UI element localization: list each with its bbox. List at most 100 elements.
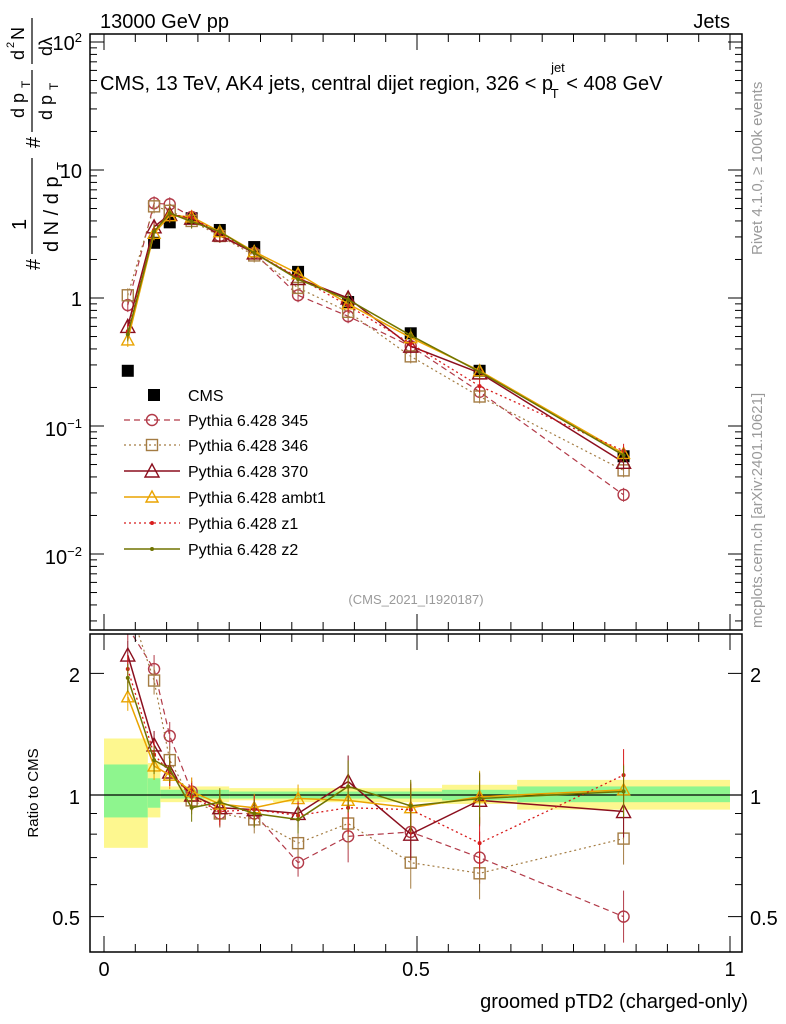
ratio-point-z2 [217, 800, 222, 805]
legend-item-cms: CMS [148, 388, 224, 405]
ratio-point-z1 [477, 841, 482, 846]
title-subscript: T [551, 86, 559, 101]
data-point-z2 [189, 219, 194, 224]
ratio-series-z1 [125, 655, 626, 870]
ratio-y-tick-labels-right: 2 1 0.5 [750, 665, 778, 930]
header-left: 13000 GeV pp [100, 11, 229, 33]
x-tick-0: 0 [98, 959, 109, 981]
ratio-point-z2 [125, 675, 130, 680]
svg-text:2: 2 [5, 42, 17, 48]
data-point-p370 [615, 453, 632, 470]
side-url-label: mcplots.cern.ch [arXiv:2401.10621] [749, 393, 766, 628]
ratio-y-tick-labels-left: 2 1 0.5 [52, 665, 80, 930]
main-panel: 10−2 10−1 1 10 102 (CMS_2021_I1920187) C… [45, 30, 743, 631]
side-rivet-label: Rivet 4.1.0, ≥ 100k events [749, 82, 766, 255]
legend-item-z2: Pythia 6.428 z2 [124, 542, 298, 559]
legend-item-z1: Pythia 6.428 z1 [124, 516, 298, 533]
data-point-ambt1 [120, 332, 135, 346]
svg-text:1: 1 [9, 219, 31, 230]
svg-text:T: T [54, 162, 69, 170]
svg-text:#: # [23, 136, 45, 148]
main-frame [89, 33, 743, 631]
svg-text:d N / d p: d N / d p [41, 176, 63, 252]
uncertainty-band-inner [147, 778, 161, 808]
ratio-series-p345 [122, 622, 630, 943]
data-point-z2 [217, 229, 222, 234]
ratio-series-p370 [119, 641, 632, 861]
title-superscript: jet [550, 60, 565, 75]
main-series-p370 [119, 205, 632, 470]
ratio-point-z2 [152, 758, 157, 763]
ratio-point-ambt1 [120, 689, 135, 703]
ratio-y-tick-2-right: 2 [750, 665, 761, 687]
cms-point [121, 364, 134, 377]
ratio-y-tick-1: 1 [69, 787, 80, 809]
data-point-z2 [125, 332, 130, 337]
data-point-p345 [617, 488, 630, 502]
svg-text:d: d [8, 50, 28, 60]
ratio-point-z2 [189, 805, 194, 810]
main-axis-ticks [90, 34, 742, 630]
legend-label-346: Pythia 6.428 346 [188, 438, 308, 455]
main-series-p345 [121, 196, 630, 502]
plot-title: CMS, 13 TeV, AK4 jets, central dijet reg… [100, 60, 663, 101]
ratio-panel: Ratio to CMS 2 1 0.5 2 1 0.5 0 0.5 1 gro… [25, 622, 778, 1013]
ratio-y-tick-2: 2 [69, 665, 80, 687]
legend-item-345: Pythia 6.428 345 [124, 413, 308, 430]
ratio-y-label: Ratio to CMS [25, 748, 42, 837]
ratio-point-p346 [291, 836, 305, 850]
ratio-point-p345 [122, 622, 133, 633]
legend-label-z2: Pythia 6.428 z2 [188, 542, 298, 559]
ratio-point-z2 [346, 784, 351, 789]
ratio-point-z2 [167, 766, 172, 771]
ratio-line-p346 [137, 634, 624, 874]
y-tick-label-100: 102 [53, 30, 82, 55]
ratio-point-p370 [402, 825, 419, 841]
legend-label-345: Pythia 6.428 345 [188, 413, 308, 430]
legend-label-ambt1: Pythia 6.428 ambt1 [188, 490, 326, 507]
legend-label-cms: CMS [188, 388, 224, 405]
data-point-z1 [408, 341, 413, 346]
data-point-z2 [252, 250, 257, 255]
analysis-id: (CMS_2021_I1920187) [348, 592, 483, 607]
ratio-series-ambt1 [120, 682, 631, 834]
data-point-p346 [121, 289, 134, 302]
svg-text:#: # [23, 258, 45, 270]
svg-text:N: N [8, 27, 28, 40]
ratio-line-p345 [131, 634, 624, 918]
main-plot-area [119, 196, 632, 502]
main-y-tick-labels: 10−2 10−1 1 10 102 [45, 30, 82, 569]
x-tick-1: 1 [724, 959, 735, 981]
ratio-point-p345 [617, 910, 630, 923]
uncertainty-band-inner [104, 764, 148, 818]
main-series-p346 [121, 199, 630, 478]
x-tick-labels: 0 0.5 1 [98, 959, 735, 981]
x-tick-0.5: 0.5 [402, 959, 430, 981]
ratio-point-p370 [615, 803, 632, 819]
svg-text:T: T [47, 82, 61, 90]
data-point-z2 [408, 333, 413, 338]
header-right: Jets [693, 11, 730, 33]
ratio-point-p345 [163, 729, 176, 743]
legend-item-370: Pythia 6.428 370 [124, 462, 308, 481]
ratio-axis-ticks [90, 634, 742, 952]
ratio-point-z2 [296, 817, 301, 822]
data-point-z2 [152, 229, 157, 234]
ratio-frame [89, 633, 743, 953]
ratio-plot-area [90, 622, 742, 943]
ratio-point-p346 [147, 674, 161, 687]
svg-text:d p: d p [36, 95, 56, 120]
ratio-y-tick-1-right: 1 [750, 787, 761, 809]
series-line-p346 [127, 205, 624, 471]
ratio-series-z2 [125, 663, 626, 834]
ratio-point-p345 [291, 856, 305, 869]
y-tick-label-1e-1: 10−1 [45, 416, 82, 441]
svg-text:d p: d p [8, 93, 28, 118]
main-series-z2 [125, 206, 626, 463]
ratio-point-z2 [252, 811, 257, 816]
legend-label-370: Pythia 6.428 370 [188, 464, 308, 481]
ratio-point-z2 [408, 803, 413, 808]
data-point-z2 [296, 277, 301, 282]
ratio-y-tick-0.5: 0.5 [52, 908, 80, 930]
